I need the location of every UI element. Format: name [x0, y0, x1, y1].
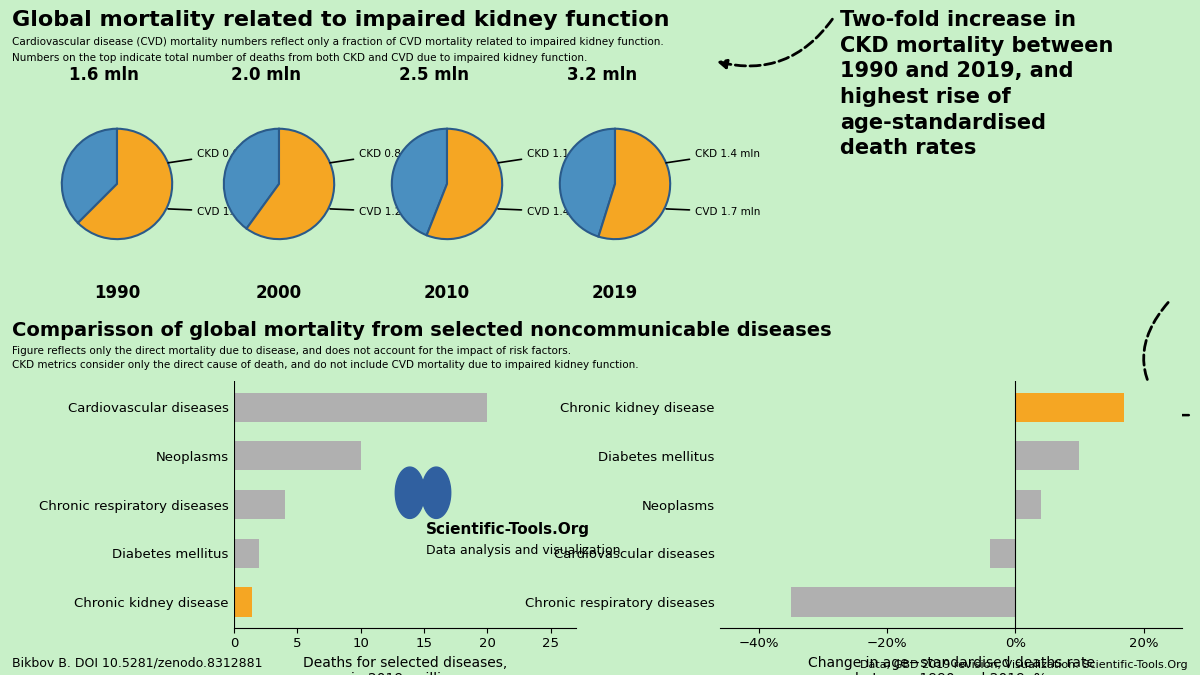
Text: Global mortality related to impaired kidney function: Global mortality related to impaired kid… [12, 10, 670, 30]
Bar [1015, 441, 1079, 470]
Text: Data; GBD 2019 revision; Visualization: Scientific-Tools.Org: Data; GBD 2019 revision; Visualization: … [860, 659, 1188, 670]
Text: Figure reflects only the direct mortality due to disease, and does not account f: Figure reflects only the direct mortalit… [12, 346, 571, 356]
Text: 1.6 mln: 1.6 mln [70, 66, 139, 84]
Bar [234, 490, 284, 519]
Bar [234, 393, 487, 422]
Polygon shape [395, 467, 425, 518]
Text: Two-fold increase in
CKD mortality between
1990 and 2019, and
highest rise of
ag: Two-fold increase in CKD mortality betwe… [840, 10, 1114, 158]
Text: 2010: 2010 [424, 284, 470, 302]
Text: CVD 1.0 mln: CVD 1.0 mln [168, 207, 263, 217]
Text: 1990: 1990 [94, 284, 140, 302]
Wedge shape [62, 129, 118, 223]
Text: 2000: 2000 [256, 284, 302, 302]
Text: Comparisson of global mortality from selected noncommunicable diseases: Comparisson of global mortality from sel… [12, 321, 832, 340]
Text: CKD 1.4 mln: CKD 1.4 mln [666, 148, 760, 163]
Bar [234, 587, 252, 616]
Wedge shape [599, 129, 670, 239]
Text: CKD metrics consider only the direct cause of death, and do not include CVD mort: CKD metrics consider only the direct cau… [12, 360, 638, 371]
Text: CVD 1.2 mln: CVD 1.2 mln [330, 207, 425, 217]
FancyArrowPatch shape [720, 19, 833, 68]
Bar [990, 539, 1015, 568]
Text: CVD 1.7 mln: CVD 1.7 mln [666, 207, 761, 217]
Text: Scientific-Tools.Org: Scientific-Tools.Org [426, 522, 590, 537]
Wedge shape [78, 129, 172, 239]
FancyArrowPatch shape [1140, 412, 1189, 418]
Wedge shape [224, 129, 278, 229]
Text: 2.5 mln: 2.5 mln [398, 66, 469, 84]
Wedge shape [560, 129, 616, 237]
Bar [234, 441, 361, 470]
Text: Bikbov B. DOI 10.5281/zenodo.8312881: Bikbov B. DOI 10.5281/zenodo.8312881 [12, 657, 263, 670]
Wedge shape [427, 129, 502, 239]
X-axis label: Deaths for selected diseases,
in 2019, million: Deaths for selected diseases, in 2019, m… [302, 656, 508, 675]
Text: 3.2 mln: 3.2 mln [568, 66, 637, 84]
Text: CKD 0.8 mln: CKD 0.8 mln [330, 148, 424, 163]
Text: Data analysis and visualization: Data analysis and visualization [426, 543, 620, 557]
Polygon shape [421, 467, 451, 518]
FancyArrowPatch shape [1144, 302, 1168, 410]
X-axis label: Change in age−standardised deaths rate
between 1990 and 2019, %: Change in age−standardised deaths rate b… [808, 656, 1094, 675]
Text: CVD 1.4 mln: CVD 1.4 mln [498, 207, 593, 217]
Wedge shape [392, 129, 446, 236]
Text: 2.0 mln: 2.0 mln [230, 66, 301, 84]
Text: Cardiovascular disease (CVD) mortality numbers reflect only a fraction of CVD mo: Cardiovascular disease (CVD) mortality n… [12, 37, 664, 47]
Wedge shape [246, 129, 334, 239]
Bar [791, 587, 1015, 616]
Bar [234, 539, 259, 568]
Text: CKD 1.1 mln: CKD 1.1 mln [498, 148, 592, 163]
Text: CKD 0.6 mln: CKD 0.6 mln [168, 148, 262, 163]
Bar [1015, 490, 1040, 519]
Bar [1015, 393, 1124, 422]
Text: Numbers on the top indicate total number of deaths from both CKD and CVD due to : Numbers on the top indicate total number… [12, 53, 587, 63]
Text: 2019: 2019 [592, 284, 638, 302]
